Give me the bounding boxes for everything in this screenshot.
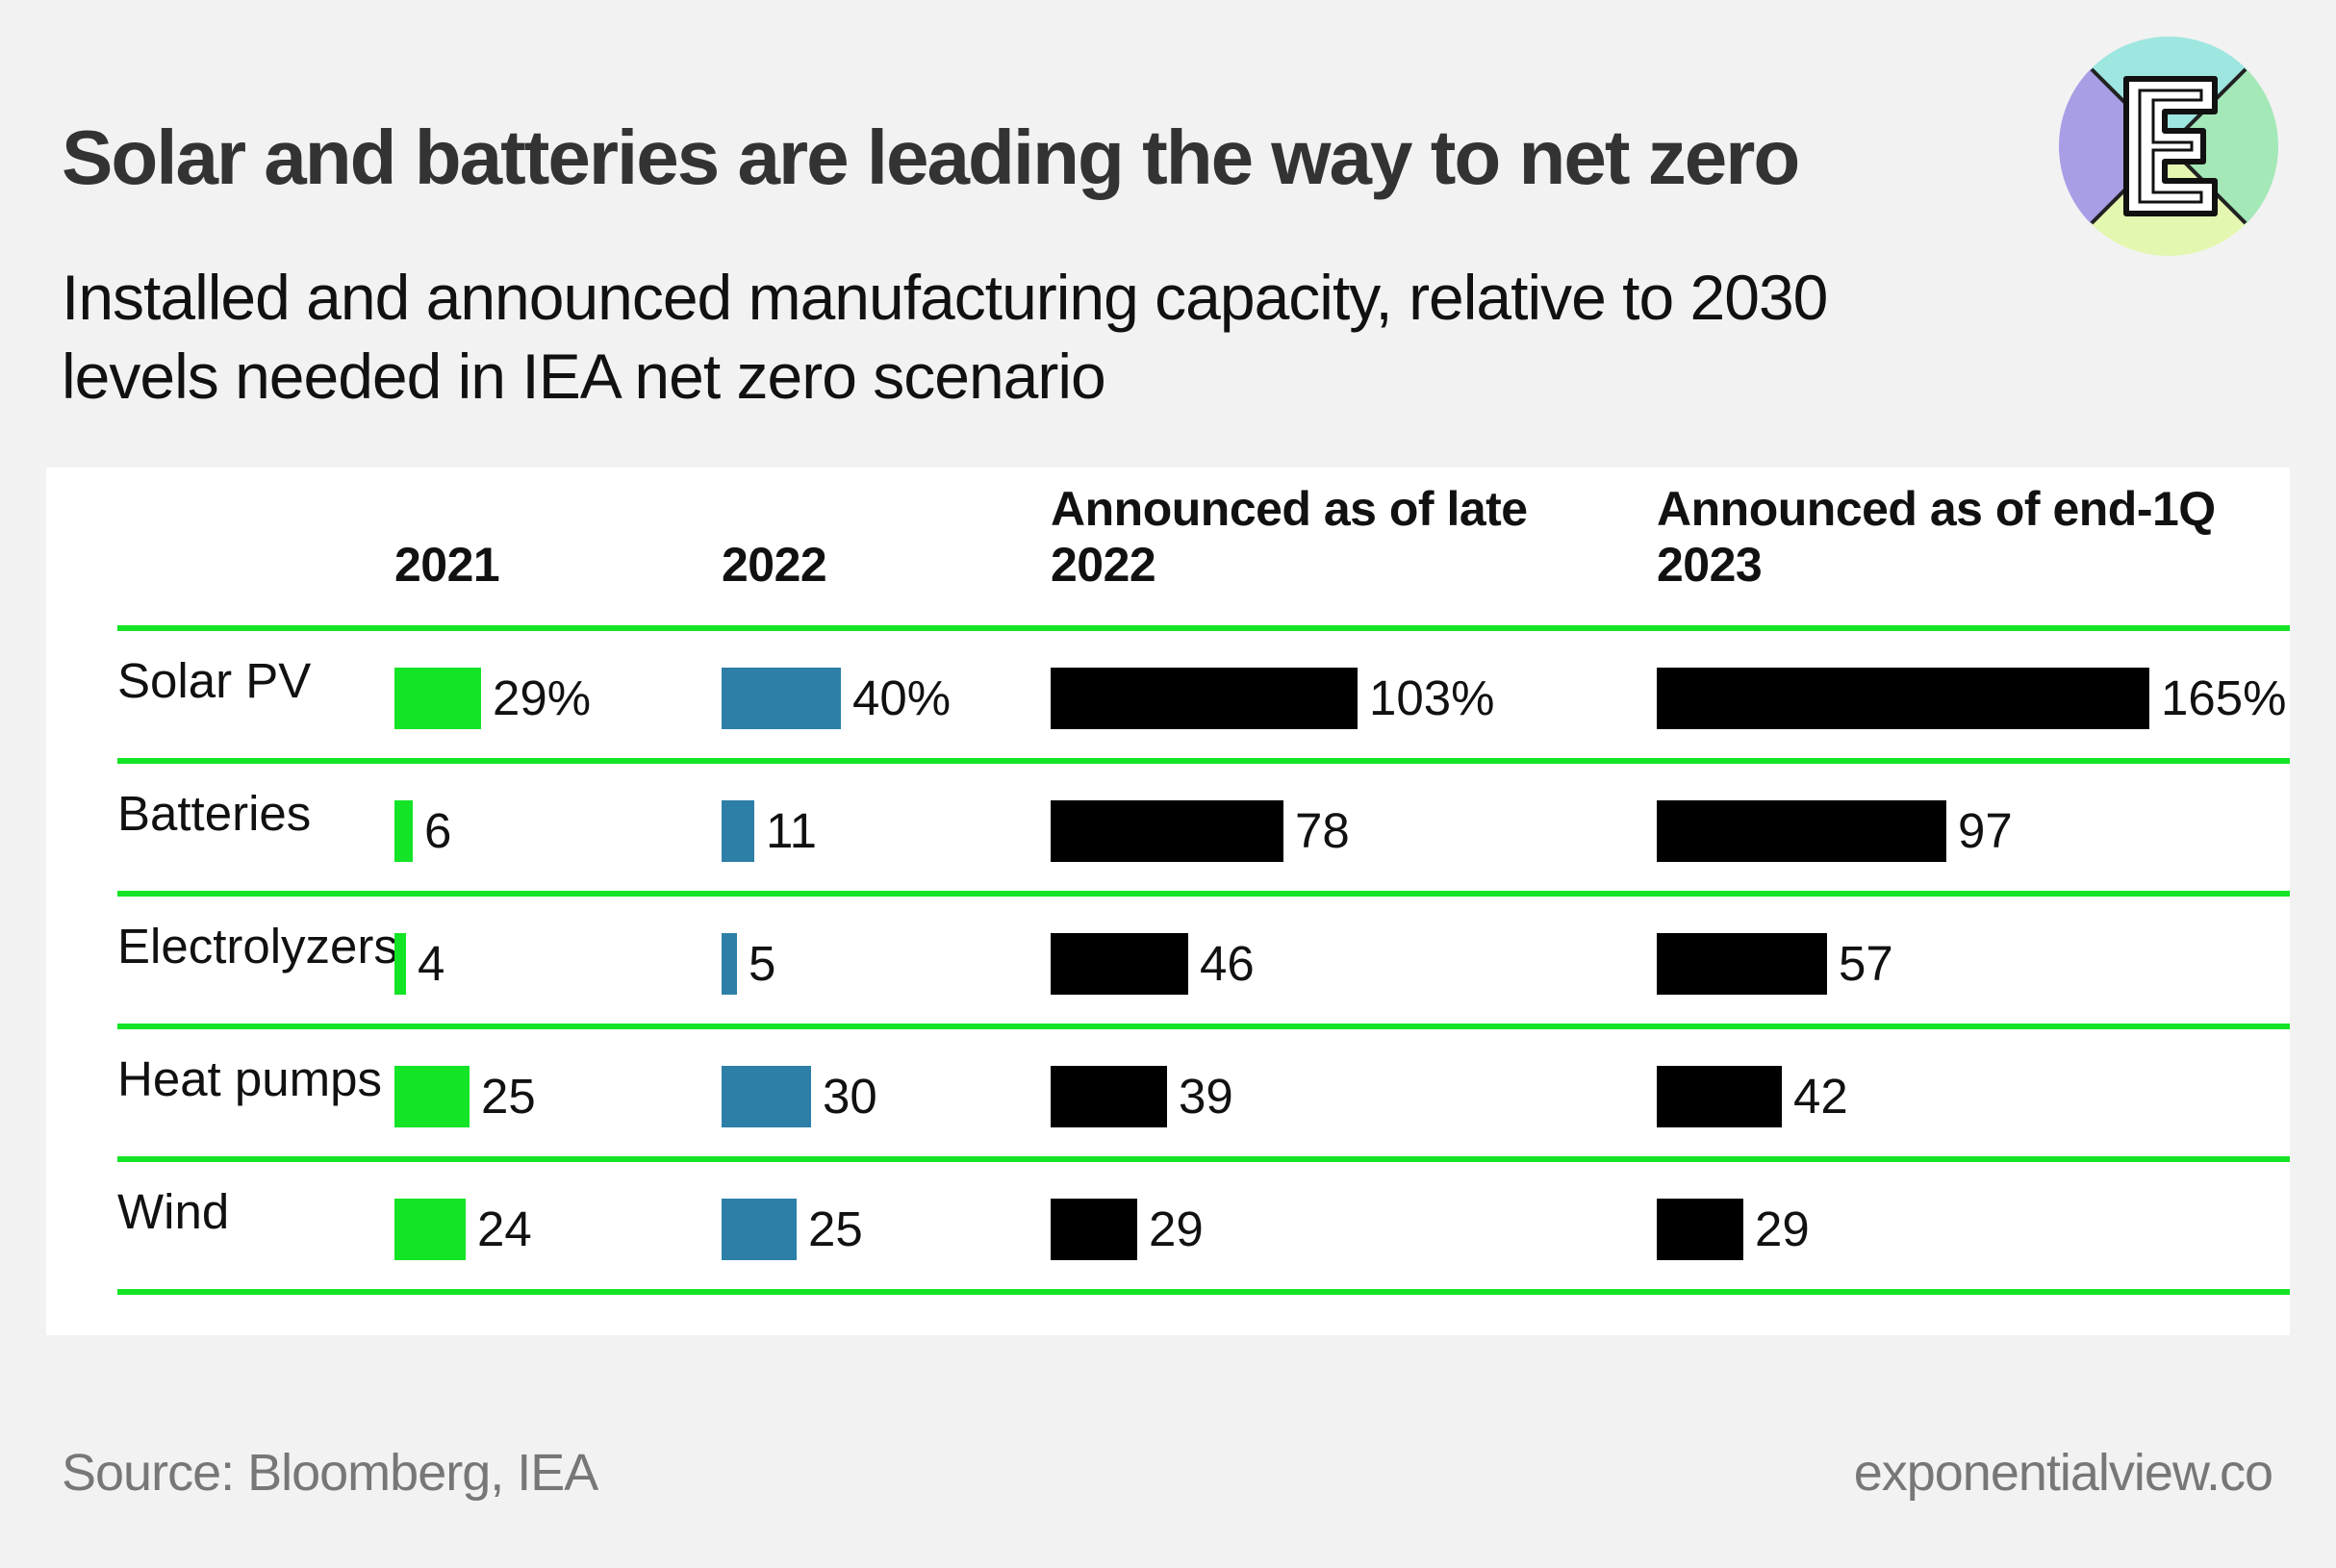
data-label: 30 — [823, 1069, 877, 1124]
row-label: Wind — [117, 1184, 230, 1239]
bar-0-1 — [394, 800, 413, 862]
data-label: 4 — [418, 936, 445, 991]
chart-panel: 2021 2022 Announced as of late 2022 Announce… — [46, 468, 2290, 1335]
data-label: 29 — [1149, 1201, 1204, 1256]
bar-1-3 — [722, 1066, 811, 1127]
bar-0-4 — [394, 1199, 466, 1260]
data-label: 24 — [477, 1201, 532, 1256]
data-label: 103% — [1369, 670, 1495, 725]
bar-1-2 — [722, 933, 737, 995]
column-header-line2-0: 2021 — [394, 538, 500, 592]
bar-2-2 — [1051, 933, 1188, 995]
data-label: 39 — [1179, 1069, 1233, 1124]
data-label: 11 — [766, 803, 817, 858]
row-label: Electrolyzers — [117, 919, 398, 974]
column-header-line2-3: 2023 — [1657, 538, 1763, 592]
bar-1-1 — [722, 800, 754, 862]
bar-3-2 — [1657, 933, 1827, 995]
row-label: Heat pumps — [117, 1051, 382, 1106]
column-header-line1-3: Announced as of end-1Q — [1657, 482, 2216, 536]
row-label: Batteries — [117, 786, 312, 841]
exponential-view-logo — [2059, 37, 2278, 256]
data-label: 57 — [1839, 936, 1893, 991]
row-divider — [117, 1024, 2290, 1029]
bar-3-3 — [1657, 1066, 1782, 1127]
data-label: 42 — [1793, 1069, 1848, 1124]
bar-0-2 — [394, 933, 406, 995]
bar-2-3 — [1051, 1066, 1167, 1127]
chart-title: Solar and batteries are leading the way … — [62, 114, 1800, 200]
row-divider — [117, 758, 2290, 764]
column-header-line2-2: 2022 — [1051, 538, 1156, 592]
data-label: 6 — [424, 803, 452, 858]
row-divider — [117, 1289, 2290, 1295]
column-header-line1-2: Announced as of late — [1051, 482, 1528, 536]
column-header-line2-1: 2022 — [722, 538, 827, 592]
data-label: 29 — [1755, 1201, 1810, 1256]
chart-subtitle: Installed and announced manufacturing ca… — [62, 262, 1828, 412]
data-label: 165% — [2161, 670, 2287, 725]
bar-1-0 — [722, 668, 841, 729]
bar-3-4 — [1657, 1199, 1743, 1260]
bar-2-4 — [1051, 1199, 1137, 1260]
data-label: 78 — [1295, 803, 1350, 858]
data-label: 25 — [481, 1069, 536, 1124]
bar-0-3 — [394, 1066, 470, 1127]
bar-0-0 — [394, 668, 481, 729]
row-divider — [117, 891, 2290, 897]
site-credit: exponentialview.co — [1853, 1444, 2273, 1502]
row-divider — [117, 1156, 2290, 1162]
bar-1-4 — [722, 1199, 797, 1260]
row-label: Solar PV — [117, 653, 312, 708]
data-label: 46 — [1200, 936, 1255, 991]
row-divider — [117, 625, 2290, 631]
bar-2-0 — [1051, 668, 1358, 729]
data-label: 5 — [749, 936, 776, 991]
chart-plot-area: 2021 2022 Announced as of late 2022 Announce… — [46, 468, 2290, 1335]
data-label: 29% — [493, 670, 592, 725]
bar-3-0 — [1657, 668, 2149, 729]
data-label: 25 — [808, 1201, 863, 1256]
bar-2-1 — [1051, 800, 1283, 862]
bar-3-1 — [1657, 800, 1946, 862]
source-note: Source: Bloomberg, IEA — [62, 1444, 598, 1502]
data-label: 40% — [852, 670, 952, 725]
data-label: 97 — [1958, 803, 2013, 858]
